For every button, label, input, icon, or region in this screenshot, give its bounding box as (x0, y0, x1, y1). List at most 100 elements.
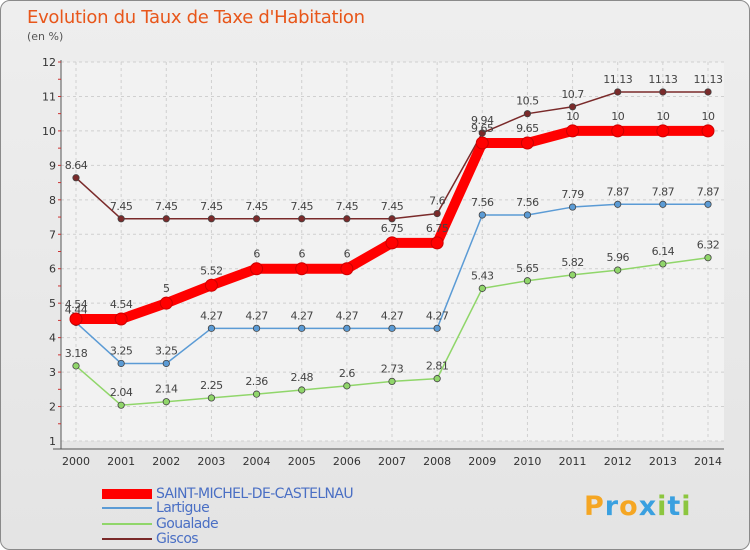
data-label: 7.79 (561, 188, 584, 201)
data-label: 5.82 (561, 256, 584, 269)
data-point (385, 236, 399, 250)
data-label: 6 (344, 248, 351, 261)
data-point (430, 236, 444, 250)
data-label: 4.27 (426, 309, 449, 322)
data-point (701, 124, 715, 138)
data-label: 11.13 (694, 73, 723, 86)
data-point (117, 401, 125, 409)
logo-letter: o (619, 491, 639, 522)
data-point (388, 215, 396, 223)
data-point (478, 211, 486, 219)
data-point (614, 88, 622, 96)
data-label: 7.87 (697, 185, 720, 198)
data-point (207, 324, 216, 332)
legend-item-lartigue: Lartigue (102, 500, 210, 516)
data-label: 5 (163, 282, 170, 295)
data-point (656, 124, 670, 138)
data-label: 2.48 (290, 371, 313, 384)
data-point (250, 262, 264, 276)
data-label: 7.45 (245, 200, 268, 213)
data-label: 3.25 (155, 344, 178, 357)
data-point (523, 211, 532, 219)
y-tick-label: 4 (49, 332, 56, 345)
y-tick-label: 6 (49, 263, 56, 276)
x-tick-label: 2007 (378, 455, 406, 468)
data-point (159, 296, 173, 310)
y-tick-label: 2 (49, 401, 56, 414)
legend-item-saint-michel: SAINT-MICHEL-DE-CASTELNAU (102, 486, 354, 502)
data-label: 2.6 (339, 367, 355, 380)
data-point (207, 394, 216, 402)
y-tick-label: 5 (49, 297, 56, 310)
data-point (704, 254, 712, 262)
x-tick-label: 2010 (513, 455, 541, 468)
data-point (252, 390, 261, 398)
logo-letter: P (584, 491, 605, 522)
data-label: 4.44 (65, 303, 88, 316)
data-point (298, 386, 306, 394)
data-label: 7.45 (381, 200, 404, 213)
data-label: 6.14 (652, 245, 675, 258)
logo-letter: x (638, 491, 658, 522)
y-tick-label: 12 (42, 56, 56, 69)
data-point (704, 200, 712, 208)
data-label: 9.65 (516, 122, 539, 135)
x-tick-label: 2011 (559, 455, 587, 468)
x-tick-label: 2003 (197, 455, 225, 468)
data-point (295, 262, 309, 276)
data-label: 10 (656, 110, 669, 123)
data-point (72, 362, 80, 370)
x-tick-label: 2009 (468, 455, 496, 468)
legend-label: SAINT-MICHEL-DE-CASTELNAU (156, 486, 354, 502)
legend-swatch (102, 507, 152, 509)
data-point (568, 103, 577, 111)
data-label: 2.25 (200, 379, 223, 392)
data-point (252, 215, 261, 223)
data-point (343, 324, 351, 332)
data-point (614, 200, 622, 208)
data-point (568, 203, 577, 211)
data-point (69, 312, 83, 326)
x-tick-label: 2008 (423, 455, 451, 468)
y-tick-label: 11 (42, 90, 56, 103)
data-point (162, 398, 170, 406)
data-point (340, 262, 354, 276)
x-tick-label: 2004 (243, 455, 271, 468)
data-label: 4.54 (110, 298, 133, 311)
data-point (252, 324, 261, 332)
data-label: 11.13 (648, 73, 677, 86)
chart-unit-label: (en %) (27, 30, 64, 43)
data-point (475, 136, 489, 150)
data-label: 9.65 (471, 122, 494, 135)
data-point (162, 359, 170, 368)
logo-letter: i (657, 491, 668, 522)
data-point (478, 129, 486, 137)
data-point (704, 88, 712, 96)
data-point (568, 271, 577, 279)
data-point (566, 124, 580, 138)
data-label: 7.87 (606, 185, 629, 198)
proxiti-logo: Proxiti (584, 491, 692, 522)
data-point (520, 136, 534, 150)
y-tick-label: 9 (49, 159, 56, 172)
legend-swatch (102, 489, 152, 499)
logo-letter: t (667, 491, 682, 522)
data-label: 10 (611, 110, 624, 123)
data-point (298, 324, 306, 332)
data-point (343, 382, 351, 390)
data-label: 2.36 (245, 375, 268, 388)
y-tick-label: 1 (49, 435, 56, 448)
data-label: 5.65 (516, 262, 539, 275)
data-label: 9.94 (471, 114, 494, 127)
data-label: 5.52 (200, 264, 223, 277)
legend-label: Giscos (156, 531, 199, 547)
legend-item-giscos: Giscos (102, 531, 199, 547)
data-label: 7.45 (290, 200, 313, 213)
x-tick-label: 2012 (604, 455, 632, 468)
data-point (611, 124, 625, 138)
data-label: 7.87 (652, 185, 675, 198)
legend-label: Lartigue (156, 500, 210, 516)
chart-title: Evolution du Taux de Taxe d'Habitation (27, 7, 365, 28)
data-label: 4.27 (336, 309, 359, 322)
